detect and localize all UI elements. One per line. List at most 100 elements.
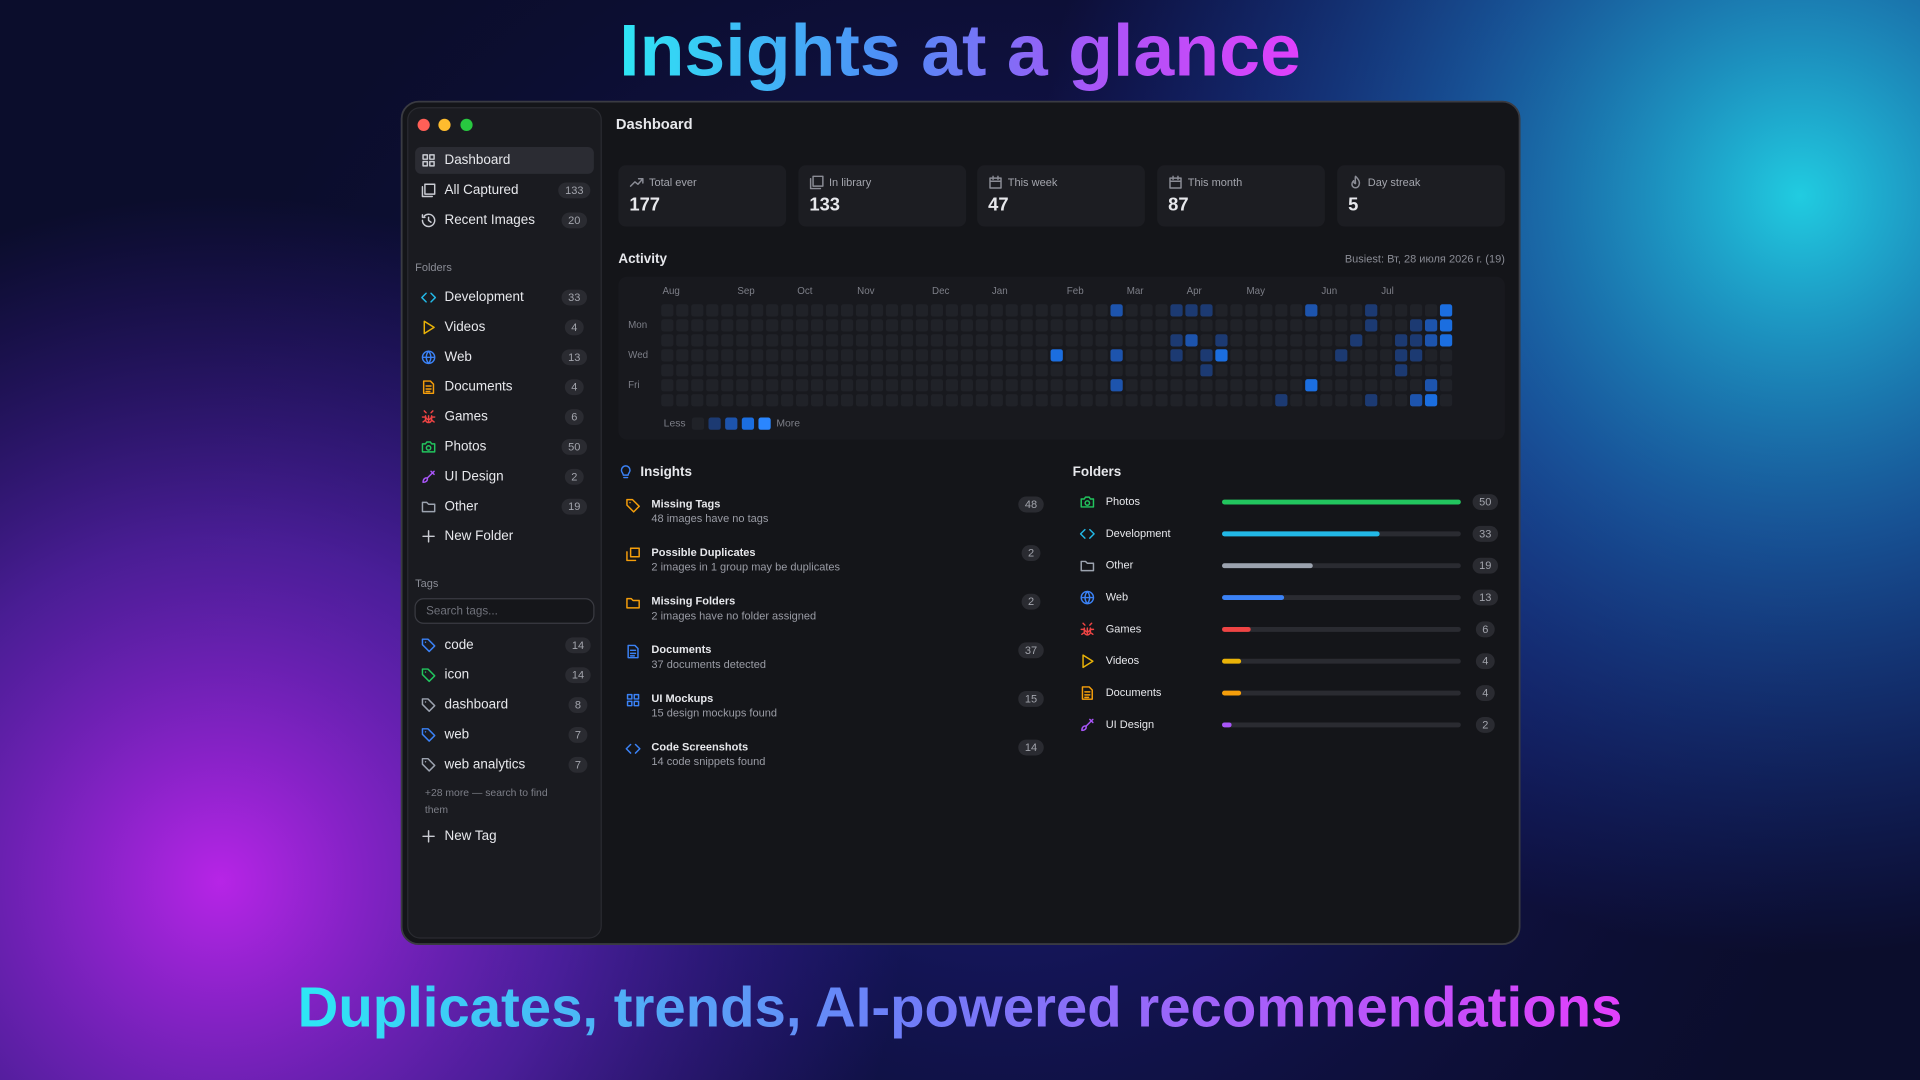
heatmap-cell: [1230, 304, 1243, 317]
heatmap-cell: [1305, 319, 1318, 332]
more-tags-note: them: [425, 805, 448, 816]
zoom-button[interactable]: [460, 118, 473, 132]
folder-row[interactable]: Other 19: [1080, 557, 1499, 574]
folder-item[interactable]: Videos 4: [423, 319, 584, 336]
heatmap-cell: [1410, 319, 1423, 332]
heatmap-cell: [1125, 364, 1138, 377]
nav-item[interactable]: Recent Images 20: [421, 212, 588, 229]
folder-item[interactable]: Documents 4: [422, 379, 584, 396]
heatmap-cell: [1215, 394, 1228, 407]
close-button[interactable]: [417, 118, 430, 132]
count-badge-text: 6: [571, 412, 577, 424]
heatmap-cell: [1260, 319, 1273, 332]
folder-row[interactable]: Documents 4: [1081, 685, 1495, 702]
icon-stroke: [421, 668, 436, 683]
folder-bar: [1222, 531, 1380, 537]
bar-track: [1222, 658, 1461, 664]
heatmap-cell: [1170, 394, 1183, 407]
count-badge-text: 50: [568, 441, 580, 453]
icon-stroke: [1081, 718, 1094, 732]
insight-description: 15 design mockups found: [651, 708, 777, 720]
heatmap-cell: [1020, 349, 1033, 362]
heatmap-cell: [855, 364, 869, 377]
heatmap-cell: [1380, 304, 1393, 317]
heatmap-cell: [1170, 334, 1183, 347]
heatmap-cell: [1185, 334, 1198, 347]
month-label: Feb: [1067, 286, 1084, 297]
folder-item[interactable]: Other 19: [421, 498, 588, 515]
insight-item[interactable]: Documents 37 documents detected 37: [627, 642, 1044, 671]
tag-item[interactable]: web 7: [421, 727, 588, 743]
heatmap-cell: [1439, 334, 1453, 347]
nav-item[interactable]: Dashboard: [415, 146, 594, 174]
heatmap-cell: [1410, 394, 1423, 407]
count-badge: [1472, 589, 1499, 606]
count-badge: [561, 438, 588, 455]
icon-stroke: [422, 154, 435, 167]
heatmap-cell: [1185, 364, 1198, 377]
heatmap-cell: [676, 304, 689, 317]
icon-stroke: [421, 292, 437, 303]
heatmap-cell: [975, 319, 988, 332]
tag-item[interactable]: dashboard 8: [421, 697, 588, 714]
insight-item[interactable]: Possible Duplicates 2 images in 1 group m…: [626, 545, 1041, 574]
insight-item[interactable]: Missing Folders 2 images have no folder a…: [626, 593, 1041, 623]
month-label: May: [1246, 286, 1265, 297]
folder-row[interactable]: Photos 50: [1080, 494, 1499, 510]
busiest-day: Busiest: Вт, 28 июля 2026 г. (19): [1345, 253, 1505, 265]
tag-item[interactable]: icon 14: [421, 667, 591, 684]
count-badge-text: 7: [575, 729, 581, 741]
folder-item[interactable]: Games 6: [421, 409, 584, 426]
heatmap-cell: [870, 334, 884, 347]
new-tag-button[interactable]: New Tag: [422, 828, 497, 843]
heatmap-cell: [691, 319, 704, 332]
heatmap-cell: [1200, 319, 1213, 332]
insight-item[interactable]: Missing Tags 48 images have no tags 48: [626, 496, 1044, 526]
folder-item[interactable]: Photos 50: [421, 438, 588, 455]
insight-item[interactable]: Code Screenshots 14 code snippets found 14: [625, 739, 1044, 769]
heatmap-cell: [661, 394, 674, 407]
icon: [422, 830, 435, 843]
content: Dashboard All Captured 133 Recent Images 20 F…: [414, 146, 1505, 843]
heatmap-cell: [1245, 379, 1258, 392]
heatmap-cell: [945, 319, 959, 332]
folder-item[interactable]: Web 13: [421, 349, 588, 366]
new-folder-button[interactable]: New Folder: [422, 528, 514, 543]
insight-item[interactable]: UI Mockups 15 design mockups found 15: [626, 690, 1044, 720]
heatmap-cell: [855, 394, 869, 407]
heatmap-cell: [736, 334, 749, 347]
tag-item[interactable]: code 14: [421, 637, 591, 654]
folder-item[interactable]: Development 33: [421, 289, 588, 306]
folder-row[interactable]: Videos 4: [1082, 653, 1495, 670]
folder-row[interactable]: UI Design 2: [1081, 716, 1495, 733]
heatmap-cell: [975, 304, 988, 317]
count-badge: [568, 697, 588, 714]
icon: [422, 380, 435, 395]
nav-item[interactable]: All Captured 133: [421, 182, 591, 199]
folder-name: Games: [1106, 623, 1142, 635]
folder-row[interactable]: Games 6: [1080, 621, 1495, 638]
heatmap-cell: [1230, 379, 1243, 392]
heatmap-cell: [930, 319, 944, 332]
tag-item[interactable]: web analytics 7: [421, 756, 588, 773]
heatmap-cell: [975, 364, 988, 377]
heatmap-cell: [1380, 334, 1393, 347]
window-title: Dashboard: [616, 117, 693, 133]
heatmap-cell: [691, 379, 704, 392]
folder-item[interactable]: UI Design 2: [422, 468, 584, 485]
nav-label: Recent Images: [444, 212, 535, 227]
folder-row[interactable]: Development 33: [1079, 525, 1499, 542]
minimize-button[interactable]: [438, 118, 451, 132]
folder-row[interactable]: Web 13: [1080, 589, 1499, 606]
heatmap-cell: [721, 364, 734, 377]
icon: [626, 693, 640, 707]
count-badge-text: 13: [1479, 592, 1491, 604]
heatmap-cell: [1020, 379, 1033, 392]
heatmap-cell: [1095, 379, 1108, 392]
heatmap-cell: [766, 394, 779, 407]
icon: [421, 292, 437, 303]
tag-search[interactable]: Search tags...: [414, 598, 595, 624]
heatmap-cell: [781, 334, 794, 347]
icon-stroke: [626, 498, 640, 513]
heatmap-cell: [1305, 334, 1318, 347]
